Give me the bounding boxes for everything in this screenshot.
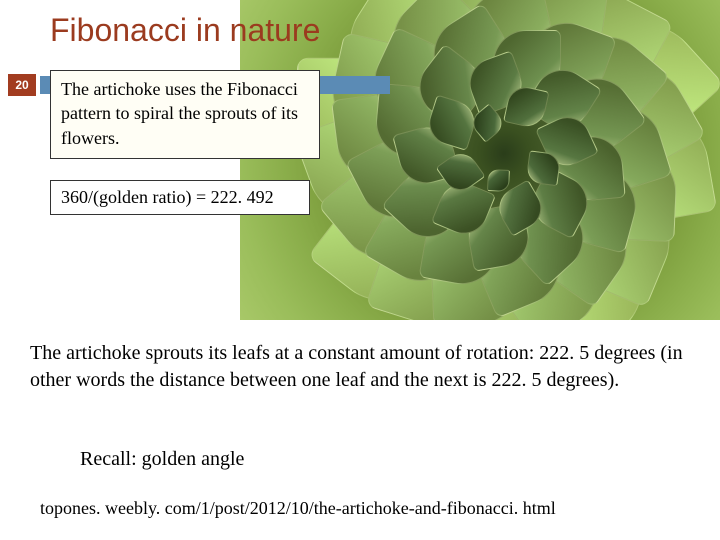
recall-note: Recall: golden angle	[80, 448, 244, 471]
body-paragraph: The artichoke sprouts its leafs at a con…	[30, 340, 690, 394]
source-url: topones. weebly. com/1/post/2012/10/the-…	[40, 498, 556, 519]
page-number-badge: 20	[8, 74, 36, 96]
formula-box: 360/(golden ratio) = 222. 492	[50, 180, 310, 215]
description-box-1: The artichoke uses the Fibonacci pattern…	[50, 70, 320, 159]
slide-title: Fibonacci in nature	[50, 12, 320, 49]
